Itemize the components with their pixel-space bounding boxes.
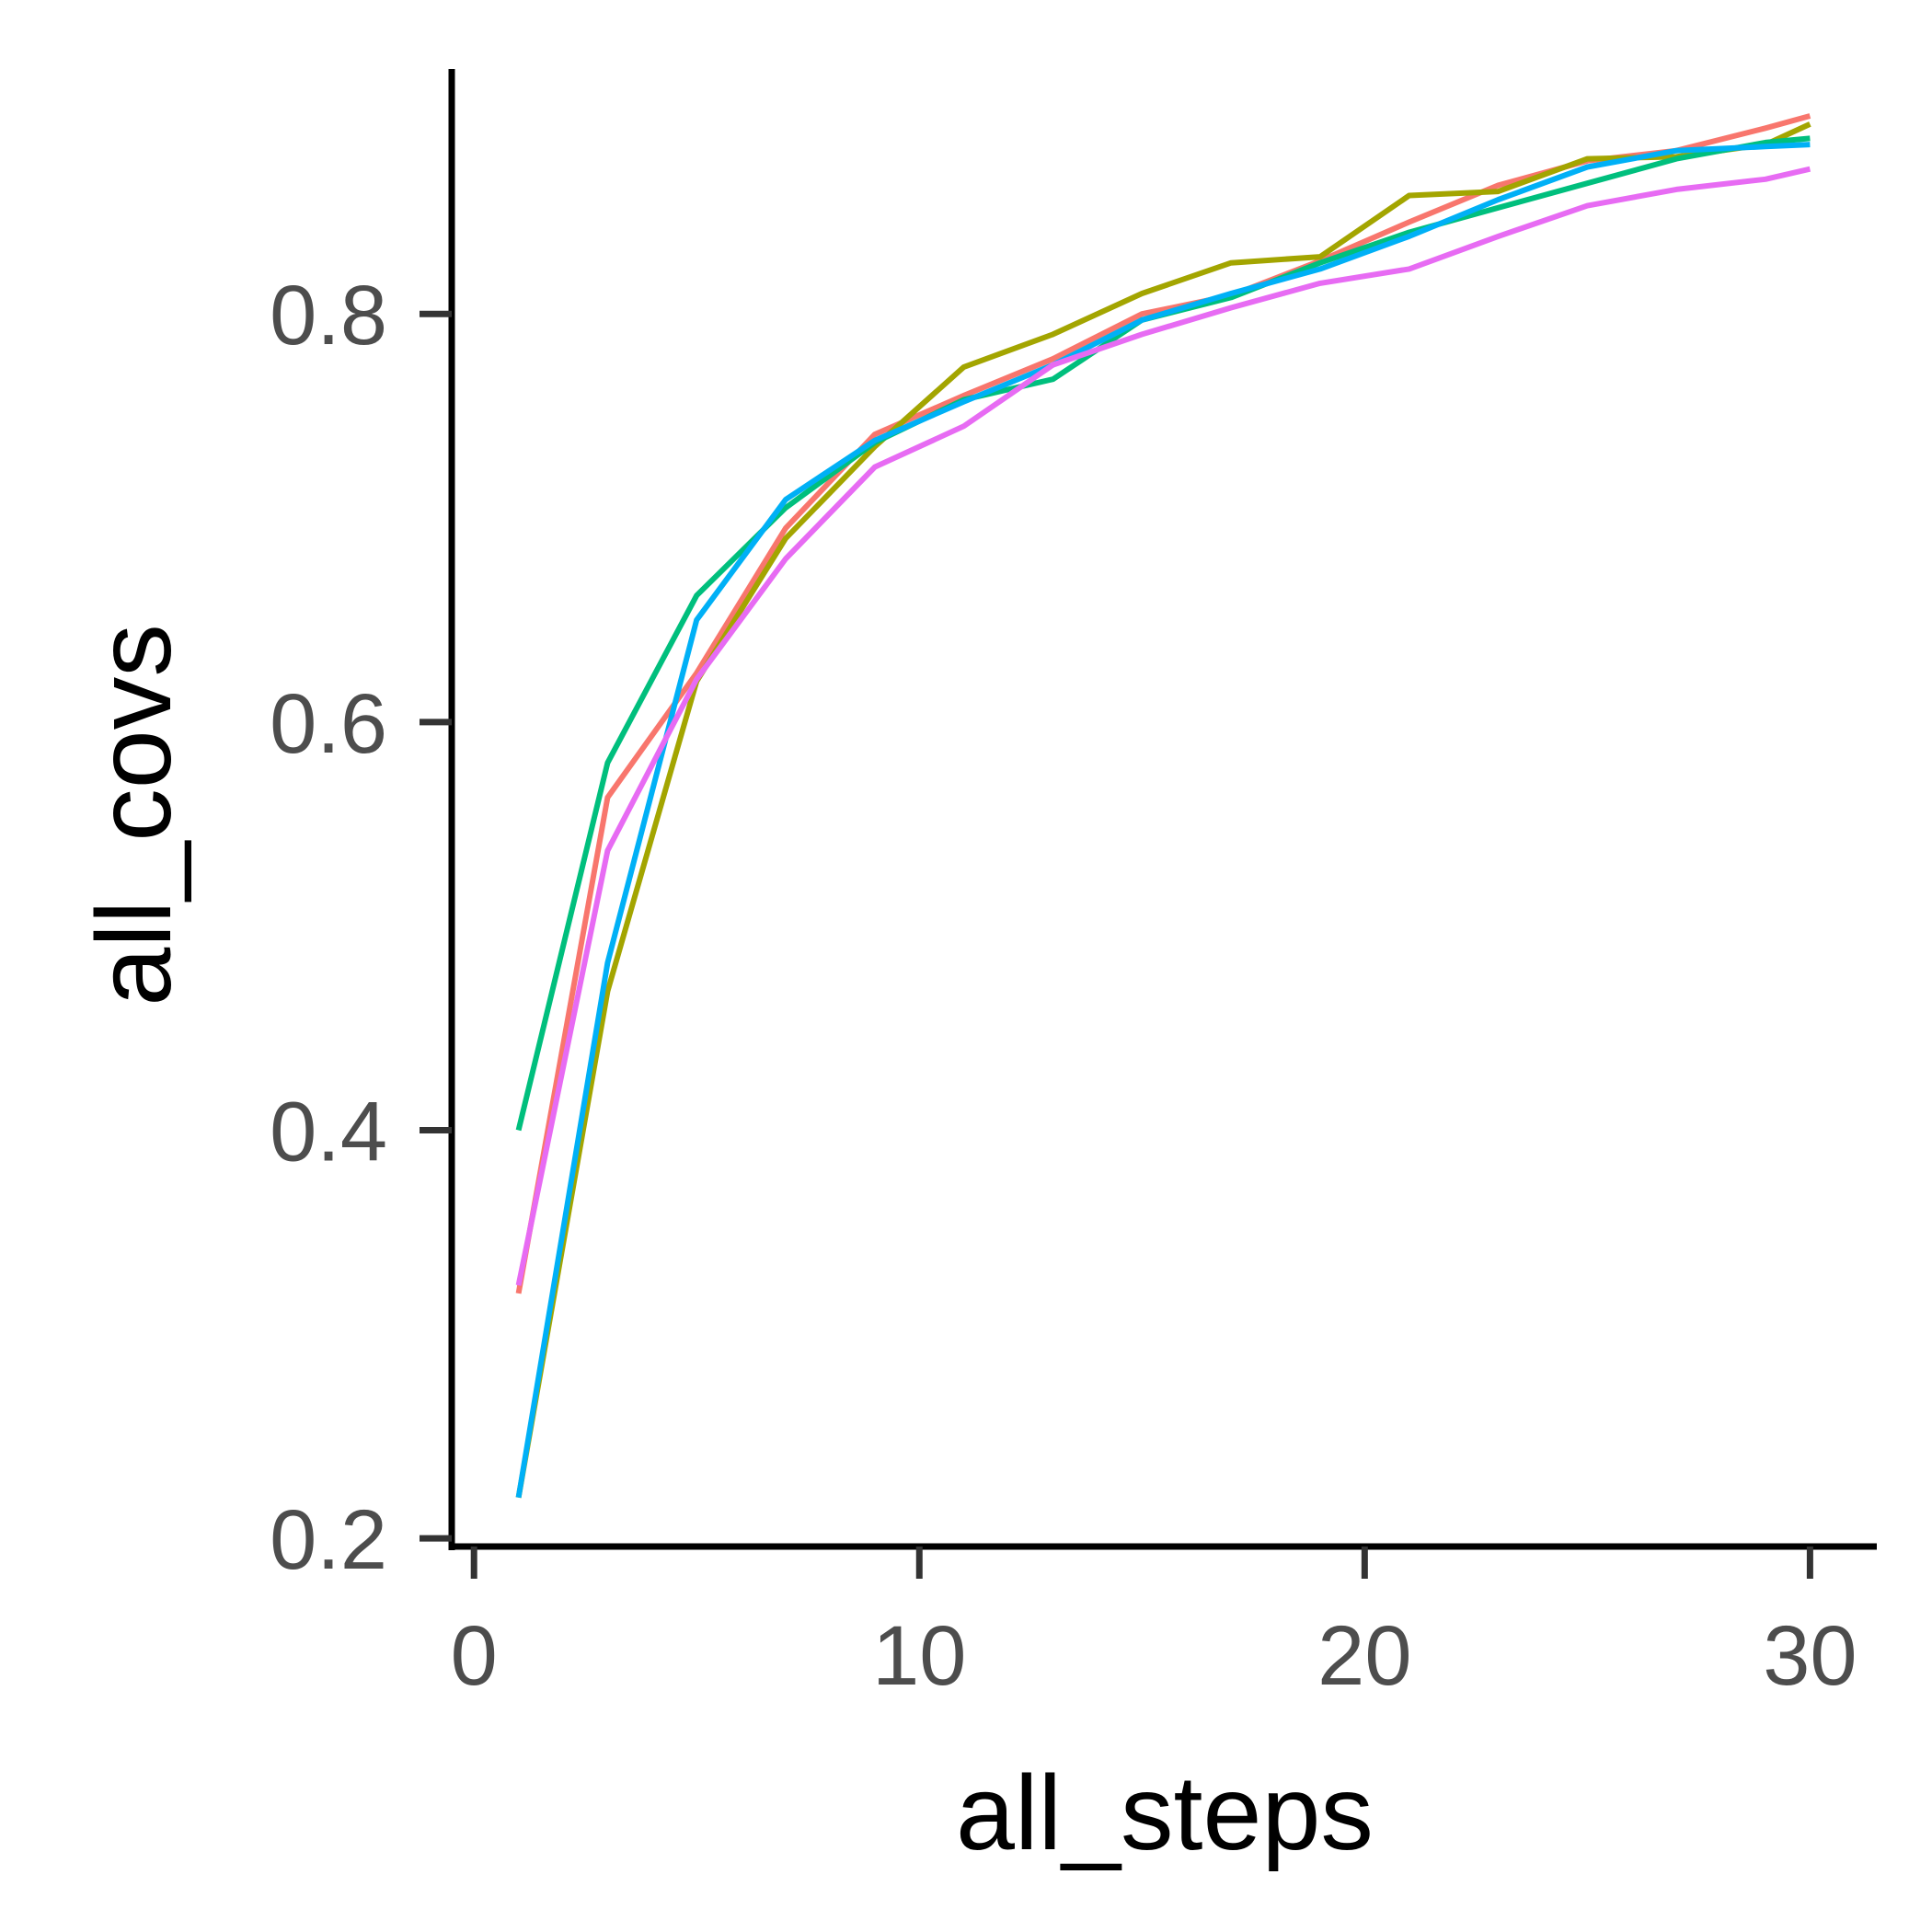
x-tick-label: 0 [451,1609,498,1703]
x-tick-label: 10 [872,1609,966,1703]
axes-layer [448,69,1877,1550]
series-line-5 [515,166,1811,1286]
y-tick-label: 0.4 [270,1085,387,1179]
y-tick-label: 0.6 [270,677,387,771]
y-tick-label: 0.2 [270,1493,387,1587]
y-axis-title: all_covs [75,624,193,1006]
series-line-4 [515,142,1811,1499]
series-layer [515,113,1811,1499]
series-line-1 [515,113,1811,1294]
ticks-layer: 0 10 20 30 0.2 0.4 0.6 0.8 [270,269,1857,1703]
x-tick-label: 30 [1763,1609,1857,1703]
x-axis-title: all_steps [956,1754,1374,1872]
y-tick-label: 0.8 [270,269,387,362]
x-tick-label: 20 [1317,1609,1411,1703]
